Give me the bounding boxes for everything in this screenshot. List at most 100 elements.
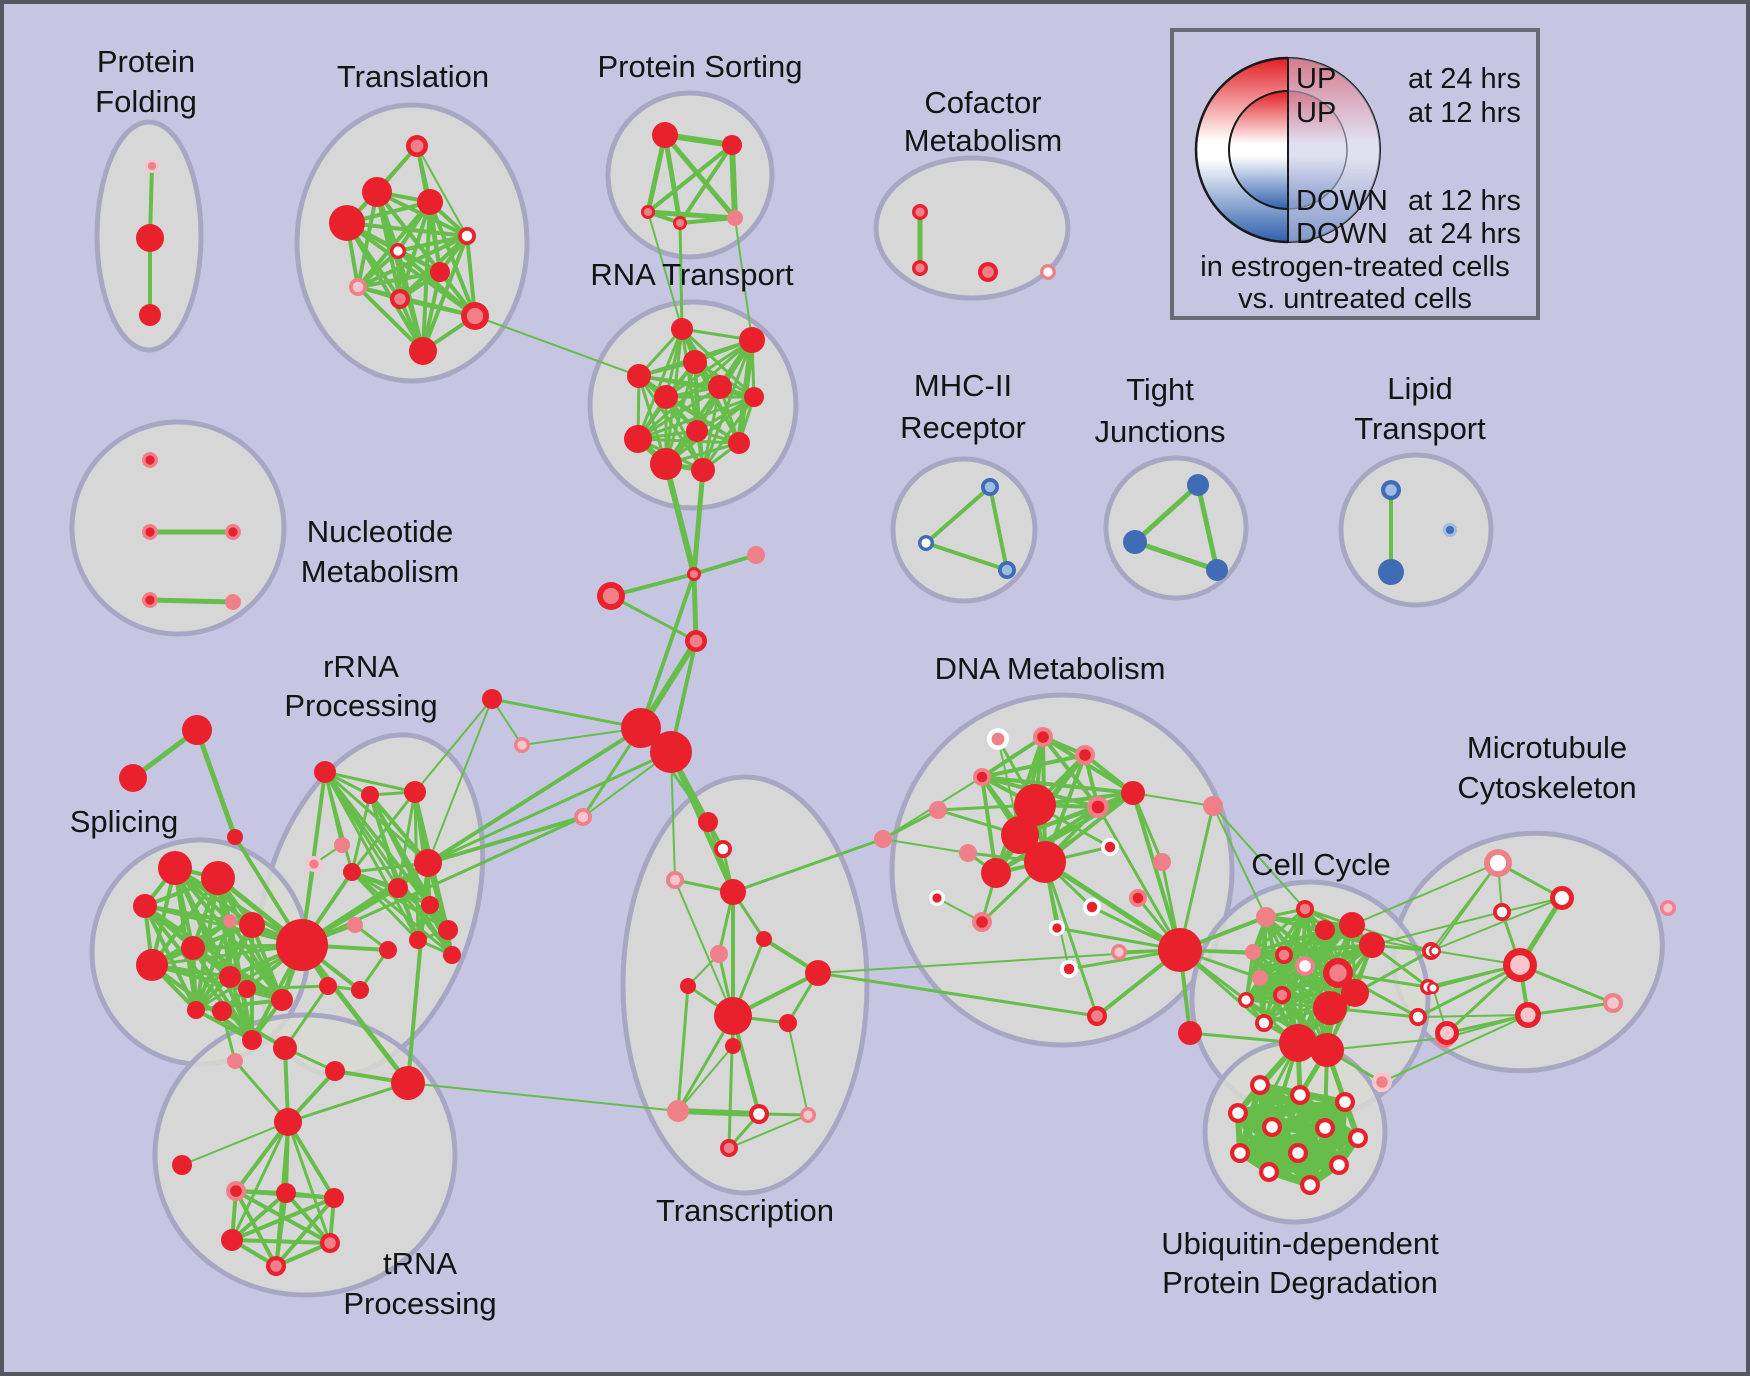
gene-node (1315, 1118, 1335, 1138)
node-core-12hr (382, 944, 394, 956)
network-edge (646, 143, 734, 214)
node-core-12hr (328, 1192, 340, 1204)
node-core-12hr (1255, 973, 1265, 983)
node-core-12hr (461, 230, 473, 242)
gene-node (1429, 945, 1441, 957)
gene-node (972, 912, 992, 932)
gene-node (347, 917, 363, 933)
network-edge (350, 790, 417, 874)
node-core-12hr (671, 1104, 685, 1118)
network-edge (230, 1196, 336, 1242)
gene-node (351, 981, 369, 999)
gene-node (1250, 1075, 1270, 1095)
gene-node (725, 1038, 741, 1054)
node-core-12hr (368, 183, 386, 201)
legend-direction-label: UP (1296, 63, 1336, 95)
gene-node (1427, 982, 1439, 994)
network-edge (1251, 923, 1354, 954)
node-core-12hr (1333, 1159, 1345, 1171)
gene-node (739, 327, 765, 353)
gene-node (1435, 1021, 1459, 1045)
node-core-12hr (1022, 792, 1048, 818)
network-edge (1417, 1014, 1529, 1018)
node-core-12hr (350, 920, 360, 930)
gene-node (683, 350, 707, 374)
node-core-12hr (669, 874, 681, 886)
node-core-12hr (419, 854, 437, 872)
node-core-12hr (976, 916, 988, 928)
node-core-12hr (408, 785, 422, 799)
gene-node (514, 737, 530, 753)
gene-node (1206, 559, 1228, 581)
gene-node (238, 980, 256, 998)
gene-node (981, 858, 1011, 888)
network-edge (609, 572, 696, 598)
network-edge (1043, 860, 1099, 1018)
gene-node (136, 224, 164, 252)
node-core-12hr (656, 454, 676, 474)
legend-time-label: at 12 hrs (1408, 97, 1521, 129)
gene-node (430, 262, 450, 282)
legend-direction-label: DOWN (1296, 218, 1388, 250)
network-edge (194, 727, 238, 840)
gene-node (1203, 796, 1223, 816)
gene-node (698, 812, 718, 832)
gene-node (918, 535, 934, 551)
gene-node (1484, 849, 1512, 877)
network-edge (228, 919, 284, 1002)
node-core-12hr (446, 949, 458, 961)
network-edge (1351, 924, 1432, 952)
gene-node (1245, 944, 1261, 960)
network-edge (428, 200, 477, 318)
network-edge (1096, 805, 1182, 952)
node-core-12hr (145, 455, 155, 465)
gene-node (929, 801, 947, 819)
node-core-12hr (984, 481, 996, 493)
network-edge (1282, 943, 1374, 957)
gene-node (271, 989, 293, 1011)
network-edge (1235, 1099, 1348, 1116)
cluster-label-nucleotide-metabolism: Nucleotide (307, 514, 453, 549)
gene-node (998, 561, 1016, 579)
node-core-12hr (675, 218, 685, 228)
gene-node (749, 1104, 769, 1124)
network-edge (662, 132, 683, 226)
gene-node (226, 1181, 246, 1201)
gene-node (978, 262, 998, 282)
legend-glyph-outer-left-arc (1194, 56, 1289, 244)
legend-glyph-inner-left-arc (1228, 90, 1289, 210)
cluster-label-translation: Translation (337, 59, 489, 94)
node-core-12hr (1104, 841, 1116, 853)
legend-direction-label: UP (1296, 97, 1336, 129)
node-core-12hr (1385, 484, 1397, 496)
gene-node (329, 205, 365, 241)
network-edge (194, 1008, 254, 1042)
gene-node (1341, 979, 1369, 1007)
node-core-12hr (279, 1113, 297, 1131)
node-core-12hr (1286, 1031, 1310, 1055)
gene-node (417, 189, 443, 215)
network-edge (664, 395, 756, 466)
gene-node (1153, 853, 1171, 871)
gene-node (805, 960, 831, 986)
gene-node (458, 227, 476, 245)
node-core-12hr (1063, 963, 1075, 975)
network-edge (323, 770, 354, 874)
gene-node (654, 385, 678, 409)
gene-node (1443, 523, 1457, 537)
node-core-12hr (322, 980, 334, 992)
node-core-12hr (280, 1187, 292, 1199)
gene-node (1101, 838, 1119, 856)
gene-node (139, 304, 161, 326)
gene-node (390, 243, 406, 259)
legend-caption: vs. untreated cells (1238, 283, 1472, 315)
node-core-12hr (230, 832, 240, 842)
gene-node (1123, 530, 1147, 554)
network-edge (426, 750, 673, 865)
gene-node (325, 1061, 345, 1081)
node-core-12hr (1191, 478, 1205, 492)
gene-node (1259, 1162, 1279, 1182)
gene-node (973, 768, 991, 786)
cluster-label-protein-sorting: Protein Sorting (597, 49, 802, 84)
